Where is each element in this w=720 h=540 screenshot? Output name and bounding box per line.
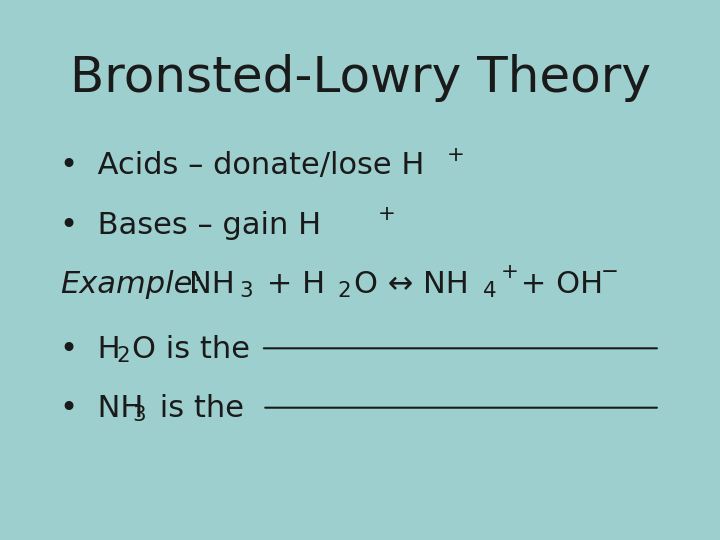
Text: O is the: O is the — [132, 335, 260, 364]
Text: + OH: + OH — [511, 270, 603, 299]
Text: Example:: Example: — [60, 270, 203, 299]
Text: O ↔ NH: O ↔ NH — [354, 270, 469, 299]
Text: +: + — [447, 145, 465, 165]
Text: •  NH: • NH — [60, 394, 144, 423]
Text: +: + — [377, 204, 395, 224]
Text: 3: 3 — [240, 281, 253, 301]
Text: −: − — [600, 262, 618, 282]
Text: •  Bases – gain H: • Bases – gain H — [60, 211, 321, 240]
Text: Bronsted-Lowry Theory: Bronsted-Lowry Theory — [70, 54, 650, 102]
Text: 2: 2 — [338, 281, 351, 301]
Text: 4: 4 — [483, 281, 497, 301]
Text: is the: is the — [150, 394, 253, 423]
Text: 2: 2 — [116, 346, 130, 366]
Text: •  H: • H — [60, 335, 121, 364]
Text: NH: NH — [189, 270, 235, 299]
Text: +: + — [501, 262, 518, 282]
Text: 3: 3 — [132, 405, 146, 425]
Text: •  Acids – donate/lose H: • Acids – donate/lose H — [60, 151, 425, 180]
Text: + H: + H — [257, 270, 325, 299]
